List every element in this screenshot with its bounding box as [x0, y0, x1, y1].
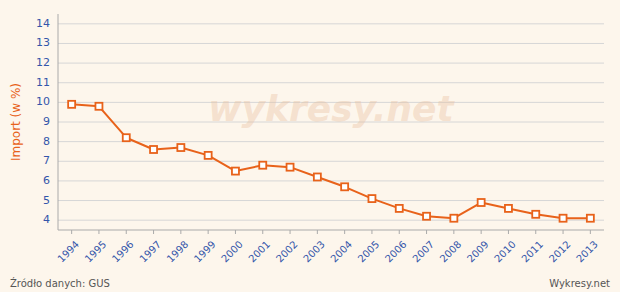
y-axis-line [58, 14, 59, 230]
point [205, 152, 212, 159]
x-tick-label: 1994 [55, 239, 81, 265]
point [505, 205, 512, 212]
y-tick-label: 4 [43, 213, 50, 226]
x-tick-label: 2011 [519, 239, 545, 265]
y-tick-label: 12 [36, 56, 50, 69]
line [72, 104, 591, 218]
point [259, 162, 266, 169]
grid-line [58, 220, 604, 221]
point [396, 205, 403, 212]
source-note: Źródło danych: GUS [10, 277, 110, 289]
x-tick-label: 2010 [492, 239, 518, 265]
point [314, 173, 321, 180]
x-tick-label: 2008 [438, 239, 464, 265]
x-tick [371, 230, 372, 234]
credit-note: Wykresy.net [549, 278, 610, 289]
y-tick-label: 11 [36, 76, 50, 89]
x-tick [71, 230, 72, 234]
grid-line [58, 23, 604, 24]
x-tick-label: 1995 [83, 239, 109, 265]
y-tick-label: 8 [43, 135, 50, 148]
x-tick-label: 2012 [547, 239, 573, 265]
point [150, 146, 157, 153]
series [68, 101, 594, 222]
x-axis-line [58, 230, 604, 231]
x-tick-label: 2000 [219, 239, 245, 265]
x-tick [481, 230, 482, 234]
x-tick-label: 2013 [574, 239, 600, 265]
y-tick-label: 14 [36, 17, 50, 30]
x-tick-label: 2001 [246, 239, 272, 265]
grid-line [58, 63, 604, 64]
point [177, 144, 184, 151]
y-grid [58, 24, 604, 220]
watermark: wykresy.net [208, 88, 455, 129]
x-tick-label: 1999 [192, 239, 218, 265]
y-tick-label: 7 [43, 154, 50, 167]
x-tick [98, 230, 99, 234]
y-axis: 4 5 6 7 8 9 10 11 12 13 14 [36, 14, 58, 230]
point [287, 164, 294, 171]
grid-line [58, 43, 604, 44]
point [560, 215, 567, 222]
y-tick-label: 13 [36, 36, 50, 49]
point [478, 199, 485, 206]
x-tick-label: 2002 [274, 239, 300, 265]
chart: 4 5 6 7 8 9 10 11 12 13 14 199419951996199719981999… [0, 0, 620, 292]
x-tick-label: 1996 [110, 239, 136, 265]
grid-line [58, 200, 604, 201]
point [341, 183, 348, 190]
x-tick-label: 2009 [465, 239, 491, 265]
x-tick [426, 230, 427, 234]
point [123, 134, 130, 141]
point [423, 213, 430, 220]
y-tick-label: 5 [43, 194, 50, 207]
x-tick-label: 2006 [383, 239, 409, 265]
point [450, 215, 457, 222]
y-tick-label: 9 [43, 115, 50, 128]
point [532, 211, 539, 218]
x-tick-label: 2004 [328, 239, 354, 265]
x-tick [262, 230, 263, 234]
x-tick [153, 230, 154, 234]
grid-line [58, 141, 604, 142]
x-tick-label: 1997 [137, 239, 163, 265]
grid-line [58, 161, 604, 162]
x-tick-label: 2007 [410, 239, 436, 265]
x-tick [180, 230, 181, 234]
y-tick-label: 10 [36, 95, 50, 108]
point [368, 195, 375, 202]
point [232, 168, 239, 175]
point [95, 103, 102, 110]
grid-line [58, 82, 604, 83]
x-tick-label: 2003 [301, 239, 327, 265]
point [587, 215, 594, 222]
x-tick [126, 230, 127, 234]
x-tick [344, 230, 345, 234]
x-tick [317, 230, 318, 234]
x-tick [290, 230, 291, 234]
y-axis-label: Import (w %) [9, 83, 23, 161]
x-tick [399, 230, 400, 234]
x-tick-label: 2005 [356, 239, 382, 265]
x-tick [563, 230, 564, 234]
y-tick-label: 6 [43, 174, 50, 187]
x-tick [508, 230, 509, 234]
x-tick [235, 230, 236, 234]
x-tick [590, 230, 591, 234]
background [0, 0, 620, 292]
x-tick [453, 230, 454, 234]
x-axis: 1994199519961997199819992000200120022003… [55, 230, 604, 265]
x-tick-label: 1998 [165, 239, 191, 265]
x-tick [208, 230, 209, 234]
point [68, 101, 75, 108]
x-tick [535, 230, 536, 234]
